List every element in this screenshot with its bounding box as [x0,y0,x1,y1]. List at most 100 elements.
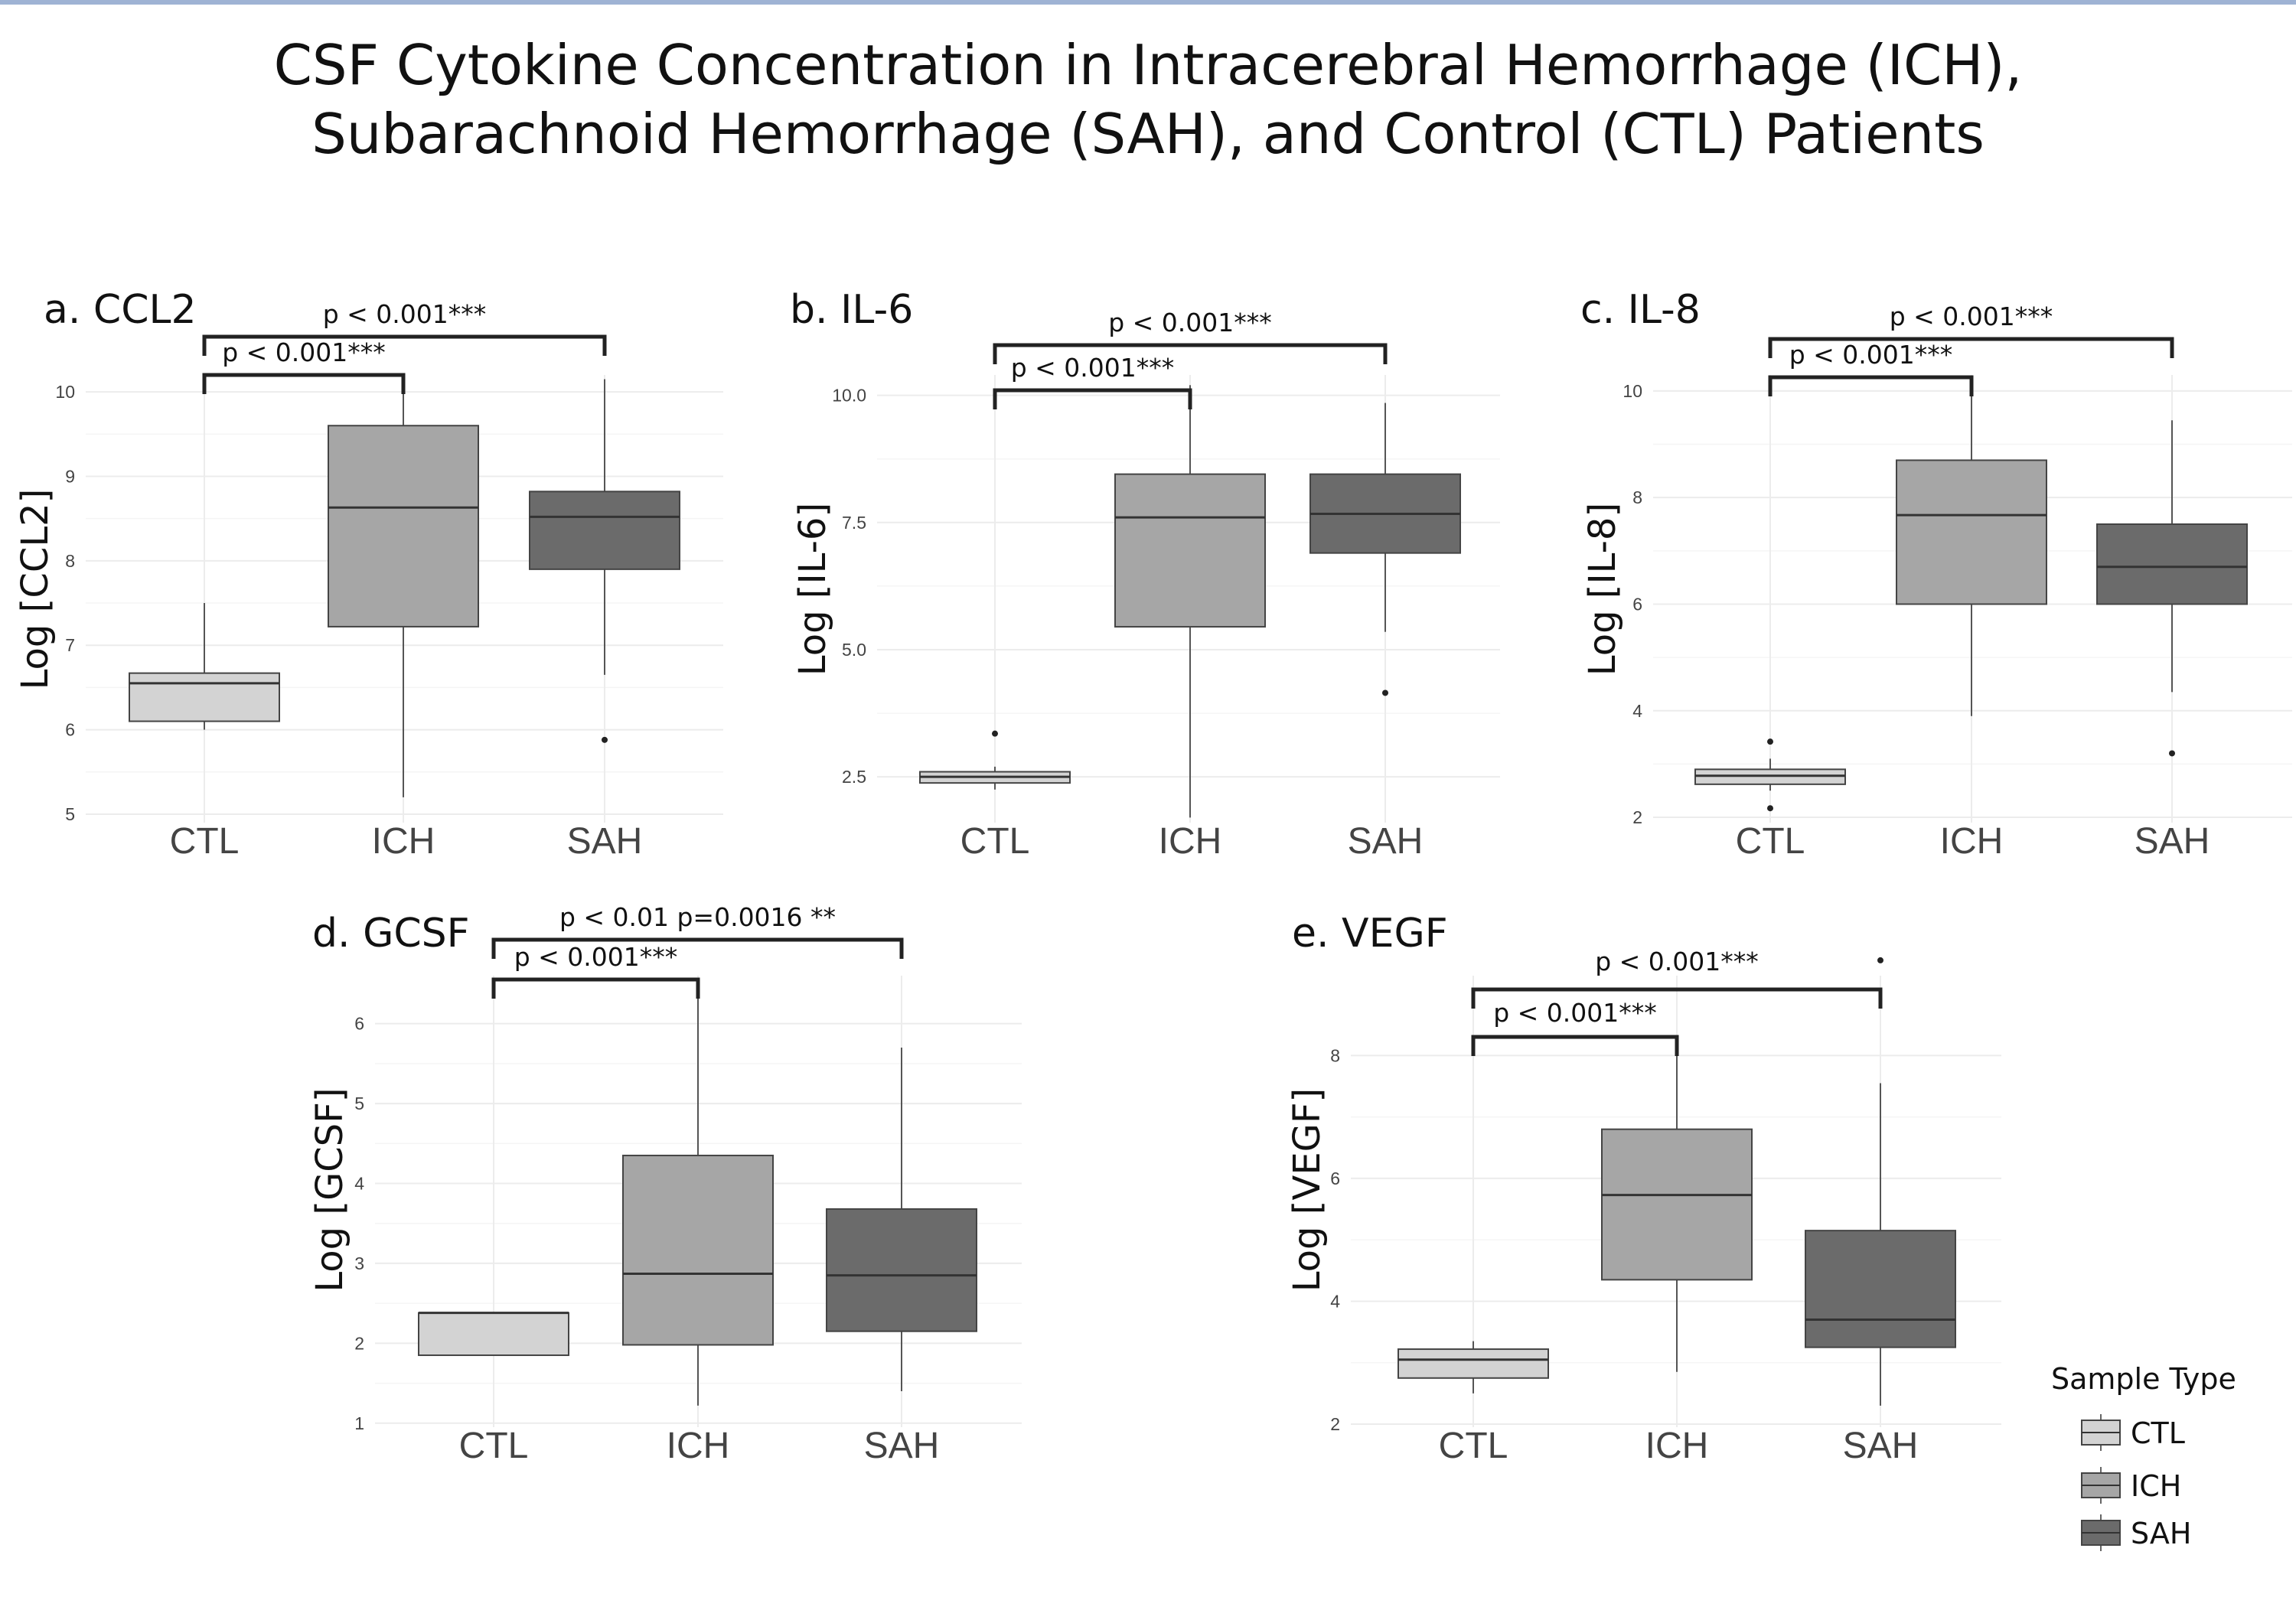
x-tick-label: ICH [1159,821,1222,862]
panel-title: e. VEGF [1292,911,1448,957]
outlier-point [992,730,998,737]
panel-title: a. CCL2 [44,287,197,333]
y-tick-label: 2 [1632,807,1642,827]
y-tick-label: 2.5 [842,767,866,787]
chart-panel-3: 2 4 6 8 10 CTL ICH SAH c. IL-8 Log [IL-8] p < 0.00… [1580,287,2292,862]
panel-title: c. IL-8 [1580,287,1701,333]
chart-panel-4: 1 2 3 4 5 6 CTL ICH SAH d. GCSF Log [GCSF] p < 0.00… [308,902,1022,1466]
bracket-line [202,373,406,394]
box-body [129,672,280,722]
y-tick-label: 6 [1632,594,1642,614]
chart-panel-5: 2 4 6 8 CTL ICH SAH e. VEGF Log [VEGF] p < 0.001*… [1286,911,2001,1466]
y-tick-label: 1 [354,1413,364,1433]
box-sah [1309,403,1461,696]
significance-label: p < 0.001*** [1011,353,1175,383]
x-tick-label: ICH [1940,821,2004,862]
y-tick-label: 6 [65,720,75,740]
bracket-line [1768,337,2174,358]
y-tick-label: 6 [354,1014,364,1034]
box-ctl [1694,738,1846,812]
y-tick-label: 3 [354,1253,364,1273]
box-ich [1896,390,2047,716]
legend-item-ich: ICH [2081,1467,2181,1504]
y-tick-label: 10 [55,382,75,402]
legend-label: SAH [2131,1517,2191,1550]
y-axis-label: Log [VEGF] [1286,1088,1329,1292]
x-tick-label: CTL [960,821,1030,862]
y-tick-label: 8 [1632,487,1642,507]
x-tick-label: CTL [459,1426,529,1466]
y-tick-label: 8 [65,551,75,571]
box-sah [1805,957,1956,1406]
y-tick-label: 5.0 [842,640,866,660]
significance-label: p < 0.001*** [323,299,487,329]
significance-bracket: p < 0.001*** [1471,998,1679,1056]
significance-bracket: p < 0.001*** [1768,340,1974,396]
chart-title: CSF Cytokine Concentration in Intracereb… [273,33,2023,166]
bracket-line [993,343,1388,364]
y-tick-label: 9 [65,466,75,486]
box-body [1397,1348,1549,1379]
chart-panel-2: 2.5 5.0 7.5 10.0 CTL ICH SAH b. IL-6 Log [IL-6] p… [790,287,1500,862]
box-ctl [129,603,280,730]
significance-label: p < 0.001*** [1493,998,1657,1028]
box-body [328,425,479,627]
y-tick-label: 10 [1623,381,1642,401]
y-tick-label: 7 [65,635,75,655]
outlier-point [602,736,608,743]
legend-label: CTL [2131,1416,2185,1450]
y-axis-label: Log [CCL2] [14,489,57,690]
box-ctl [418,1312,569,1357]
significance-label: p < 0.01 p=0.0016 ** [559,902,836,932]
box-body [622,1154,774,1346]
y-axis-label: Log [GCSF] [308,1087,351,1292]
box-sah [529,379,680,743]
box-body [826,1208,977,1332]
box-sah [2096,420,2248,757]
panel-title: b. IL-6 [790,287,913,333]
box-body [2096,523,2248,605]
box-body [1805,1230,1956,1348]
y-tick-label: 8 [1330,1045,1340,1065]
x-tick-label: SAH [1348,821,1424,862]
box-body [1896,459,2047,605]
significance-bracket: p < 0.001*** [993,353,1192,409]
significance-label: p < 0.001*** [222,337,386,367]
significance-label: p < 0.001*** [1789,340,1953,370]
bracket-line [491,937,904,959]
y-tick-label: 10.0 [832,386,866,406]
significance-bracket: p < 0.001*** [491,942,700,999]
x-tick-label: CTL [1736,821,1805,862]
legend-item-sah: SAH [2081,1514,2191,1551]
y-axis-label: Log [IL-6] [791,503,834,676]
legend-item-ctl: CTL [2081,1414,2185,1451]
bracket-line [202,334,607,356]
y-axis-label: Log [IL-8] [1581,503,1624,676]
chart-panel-1: 5 6 7 8 9 10 CTL ICH SAH a. CCL2 Log [CCL2] p < 0.0… [14,287,723,862]
box-ctl [919,730,1071,790]
significance-bracket: p < 0.001*** [202,299,607,356]
significance-bracket: p < 0.001*** [993,308,1388,364]
box-body [1114,473,1266,628]
box-ich [1114,385,1266,818]
y-tick-label: 2 [1330,1414,1340,1434]
x-tick-label: SAH [567,821,643,862]
x-tick-label: CTL [170,821,240,862]
x-tick-label: ICH [372,821,435,862]
significance-label: p < 0.001*** [1890,302,2053,331]
significance-bracket: p < 0.01 p=0.0016 ** [491,902,904,959]
outlier-point [2169,750,2175,757]
y-tick-label: 5 [65,804,75,824]
outlier-point [1767,805,1773,812]
significance-label: p < 0.001*** [514,942,678,972]
outlier-point [1877,957,1883,963]
y-tick-label: 7.5 [842,513,866,533]
x-tick-label: SAH [864,1426,940,1466]
box-body [1601,1128,1753,1281]
y-tick-label: 6 [1330,1169,1340,1188]
box-ich [328,383,479,797]
y-tick-label: 5 [354,1094,364,1113]
y-tick-label: 2 [354,1333,364,1353]
box-ich [1601,1037,1753,1372]
